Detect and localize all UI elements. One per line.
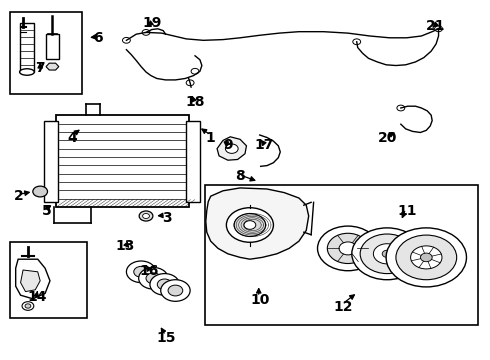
Bar: [10, 242, 87, 318]
Text: 4: 4: [68, 131, 77, 144]
Circle shape: [339, 242, 357, 255]
Text: 6: 6: [93, 31, 103, 45]
Ellipse shape: [20, 69, 34, 75]
Text: 17: 17: [255, 138, 274, 152]
Circle shape: [225, 144, 238, 153]
Circle shape: [396, 235, 457, 280]
Circle shape: [411, 246, 442, 269]
Text: 7: 7: [35, 62, 45, 75]
Circle shape: [373, 244, 401, 264]
Text: 14: 14: [27, 290, 47, 304]
Text: 18: 18: [185, 95, 205, 108]
Circle shape: [191, 68, 199, 74]
Circle shape: [161, 280, 190, 301]
Bar: [20, 23, 34, 72]
Circle shape: [134, 266, 148, 277]
Circle shape: [146, 273, 161, 284]
Bar: [205, 185, 478, 325]
Bar: [56, 115, 189, 207]
Text: 3: 3: [162, 211, 172, 225]
Text: 2: 2: [14, 189, 24, 203]
Bar: [44, 121, 58, 202]
Bar: [46, 34, 59, 59]
Circle shape: [244, 221, 256, 229]
Circle shape: [157, 279, 172, 290]
Text: 11: 11: [397, 204, 416, 217]
Circle shape: [143, 213, 149, 219]
Circle shape: [126, 261, 156, 283]
Circle shape: [142, 30, 150, 35]
Circle shape: [352, 228, 422, 280]
Text: 8: 8: [235, 170, 245, 183]
Circle shape: [382, 250, 392, 257]
Circle shape: [25, 304, 31, 308]
Text: 20: 20: [377, 131, 397, 144]
Circle shape: [22, 302, 34, 310]
Circle shape: [33, 186, 48, 197]
Text: 16: 16: [140, 264, 159, 278]
Circle shape: [327, 233, 368, 264]
Circle shape: [318, 226, 378, 271]
Text: 1: 1: [206, 131, 216, 144]
Bar: [186, 121, 200, 202]
Circle shape: [186, 80, 194, 86]
Circle shape: [386, 228, 466, 287]
Polygon shape: [46, 63, 59, 70]
Circle shape: [122, 37, 130, 43]
Text: 5: 5: [42, 204, 51, 217]
Circle shape: [353, 39, 361, 45]
Text: 12: 12: [333, 300, 353, 314]
Bar: [10, 12, 82, 94]
Circle shape: [420, 253, 432, 262]
Text: 15: 15: [157, 332, 176, 345]
Polygon shape: [16, 259, 50, 299]
Circle shape: [226, 208, 273, 242]
Text: 19: 19: [142, 17, 162, 30]
Polygon shape: [21, 270, 40, 292]
Text: 21: 21: [426, 19, 446, 33]
Text: 13: 13: [115, 239, 135, 252]
Circle shape: [360, 234, 414, 274]
Polygon shape: [206, 188, 309, 259]
Circle shape: [139, 267, 168, 289]
Text: 9: 9: [223, 138, 233, 152]
Text: 10: 10: [250, 293, 270, 306]
Circle shape: [234, 213, 266, 237]
Circle shape: [397, 105, 405, 111]
Circle shape: [150, 274, 179, 295]
Circle shape: [168, 285, 183, 296]
Circle shape: [435, 26, 442, 32]
Circle shape: [139, 211, 153, 221]
Polygon shape: [217, 137, 246, 160]
